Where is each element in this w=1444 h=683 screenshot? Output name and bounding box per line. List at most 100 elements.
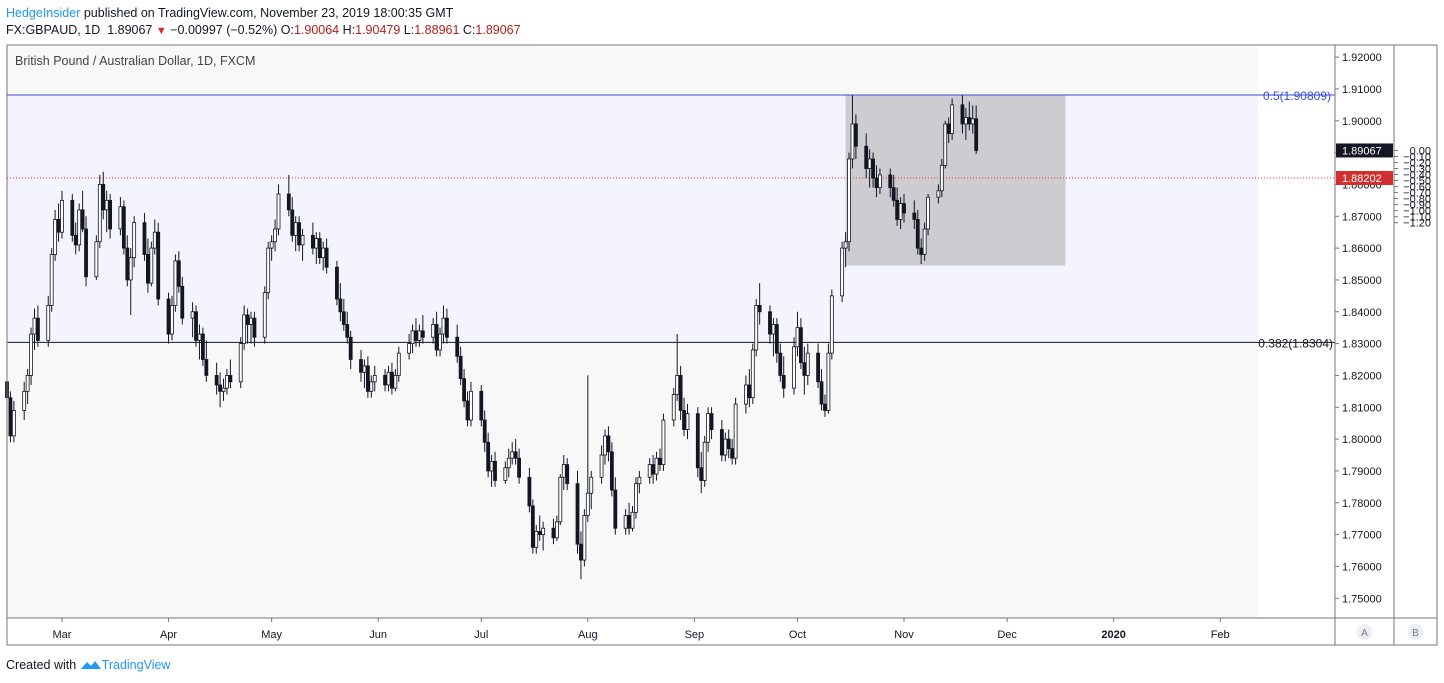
candle-body: [218, 384, 222, 392]
candle-body: [970, 118, 975, 125]
candle-body: [314, 238, 319, 249]
candle: [249, 311, 253, 344]
candle-body: [613, 489, 618, 529]
candle: [970, 105, 975, 134]
candle: [658, 448, 662, 471]
candle: [132, 216, 137, 268]
candle: [695, 407, 700, 478]
candle-body: [362, 365, 367, 373]
candle: [950, 98, 955, 140]
candle-body: [778, 352, 783, 376]
price-tick-label: 1.81000: [1342, 402, 1382, 414]
candle-body: [97, 184, 102, 243]
candle-body: [152, 231, 157, 249]
author-name[interactable]: HedgeInsider: [6, 6, 81, 20]
candle: [634, 477, 638, 519]
candle-body: [850, 123, 855, 160]
candle-body: [771, 324, 776, 335]
candle-body: [826, 352, 831, 411]
candle: [56, 203, 61, 242]
candle-body: [431, 324, 436, 338]
candle-body: [101, 184, 106, 211]
candle: [300, 228, 305, 261]
candle: [709, 407, 714, 440]
candle: [878, 168, 882, 194]
candle-body: [802, 362, 807, 376]
candle-body: [840, 247, 845, 297]
candle: [317, 232, 322, 265]
candle: [967, 101, 972, 131]
candle: [486, 432, 491, 478]
time-tick-label: Oct: [789, 629, 806, 641]
close-label: C:: [462, 23, 476, 37]
price-label: 1.89067: [1342, 145, 1382, 157]
candle-body: [606, 435, 611, 453]
candle-body: [926, 196, 930, 230]
candle-body: [365, 365, 370, 392]
candle: [462, 369, 466, 408]
candle: [871, 152, 875, 188]
time-tick-label: Jul: [474, 629, 488, 641]
tradingview-brand[interactable]: TradingView: [101, 658, 171, 672]
candle: [97, 174, 102, 249]
candle-body: [417, 330, 422, 341]
candle-body: [25, 375, 30, 392]
candle-body: [84, 228, 88, 278]
candle-body: [558, 476, 563, 523]
candle-body: [898, 203, 903, 220]
candle-body: [915, 219, 920, 249]
candle: [805, 343, 810, 385]
candle: [750, 343, 755, 405]
candle: [915, 209, 920, 255]
candle-body: [286, 193, 291, 211]
scale-button-b[interactable]: B: [1407, 624, 1424, 640]
candle-body: [310, 234, 315, 249]
candle-body: [630, 511, 635, 529]
candle: [8, 391, 13, 443]
candle: [939, 158, 944, 198]
candle-body: [396, 352, 401, 376]
candle: [36, 305, 40, 347]
candle: [537, 515, 542, 541]
candle: [489, 455, 494, 487]
price-tick-label: 1.77000: [1342, 530, 1382, 542]
candle: [554, 515, 559, 541]
candle: [11, 400, 16, 443]
candle: [166, 292, 171, 344]
candle-body: [675, 375, 680, 395]
candle-body: [867, 158, 872, 169]
candle-body: [335, 266, 339, 300]
fib-retracement-zone[interactable]: [7, 95, 1258, 343]
candle-body: [49, 254, 54, 306]
candle-body: [950, 104, 955, 134]
candle: [262, 286, 267, 344]
candle: [585, 375, 590, 522]
candle-body: [974, 118, 979, 151]
candle: [80, 190, 85, 233]
candle: [348, 330, 353, 370]
low-label: L:: [403, 23, 415, 37]
candle-body: [685, 413, 690, 430]
price-tick-label: 1.78000: [1342, 498, 1382, 510]
candle: [269, 235, 274, 261]
candle-body: [22, 390, 27, 411]
candle: [125, 235, 130, 287]
candle-body: [493, 460, 497, 481]
candle: [513, 439, 518, 465]
candle: [84, 216, 88, 287]
candle: [335, 260, 339, 306]
candle: [431, 318, 436, 344]
candle: [823, 394, 827, 417]
candle-body: [70, 199, 75, 236]
candle-body: [609, 451, 614, 491]
candle-body: [369, 381, 374, 392]
percent-tick-label: −0.60: [1403, 182, 1431, 194]
candle: [661, 413, 666, 471]
candle: [273, 219, 277, 252]
range-box[interactable]: [845, 94, 1066, 266]
price-tick-label: 1.82000: [1342, 370, 1382, 382]
scale-button-a[interactable]: A: [1356, 624, 1373, 640]
candle-body: [702, 441, 707, 481]
candle: [200, 327, 205, 366]
